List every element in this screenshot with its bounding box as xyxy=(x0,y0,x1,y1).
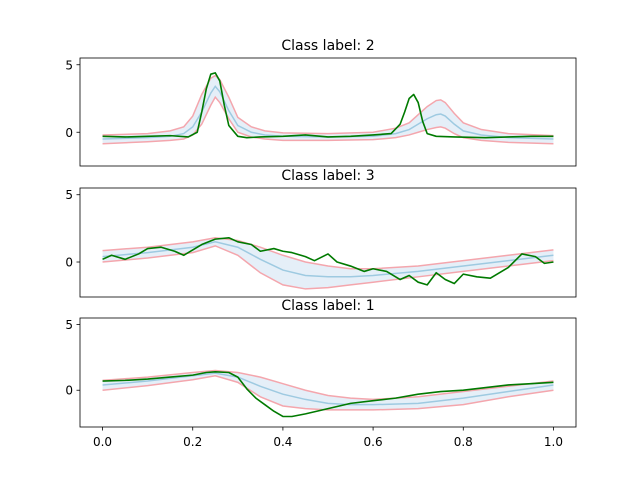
x-tick-label: 0.6 xyxy=(364,435,383,449)
sample-line xyxy=(102,371,554,418)
plot-area xyxy=(102,72,554,145)
subplot-title: Class label: 3 xyxy=(281,168,374,184)
y-tick-label: 0 xyxy=(65,126,73,140)
subplot-title: Class label: 2 xyxy=(281,38,374,54)
y-tick-label: 0 xyxy=(65,256,73,270)
sample-line xyxy=(102,72,554,139)
sample-line xyxy=(102,236,554,286)
subplot-3: Class label: 1 5 0 0.0 0.2 0.4 0.6 0.8 1.0 xyxy=(65,298,577,449)
plot-area xyxy=(102,369,554,418)
x-tick-label: 0.2 xyxy=(183,435,202,449)
y-tick-label: 5 xyxy=(65,58,73,72)
lower-bound-line xyxy=(102,375,554,411)
lower-bound-line xyxy=(102,245,554,290)
upper-bound-line xyxy=(102,74,554,137)
y-tick-label: 5 xyxy=(65,188,73,202)
plot-area xyxy=(102,236,554,290)
x-tick-label: 0.0 xyxy=(93,435,112,449)
subplot-title: Class label: 1 xyxy=(281,298,374,314)
subplot-2: Class label: 3 5 0 xyxy=(65,168,577,298)
x-tick-label: 0.8 xyxy=(454,435,473,449)
upper-bound-line xyxy=(102,237,554,270)
y-tick-label: 5 xyxy=(65,318,73,332)
axes-frame xyxy=(79,317,577,428)
upper-bound-line xyxy=(102,369,554,401)
mean-line xyxy=(102,85,554,140)
confidence-band xyxy=(102,237,554,289)
y-tick-label: 0 xyxy=(65,384,73,398)
axes-frame xyxy=(79,187,577,298)
x-tick-label: 0.4 xyxy=(273,435,292,449)
x-tick-label: 1.0 xyxy=(544,435,563,449)
mean-line xyxy=(102,372,554,406)
subplot-1: Class label: 2 5 0 xyxy=(65,38,577,167)
axes-frame xyxy=(79,57,577,167)
